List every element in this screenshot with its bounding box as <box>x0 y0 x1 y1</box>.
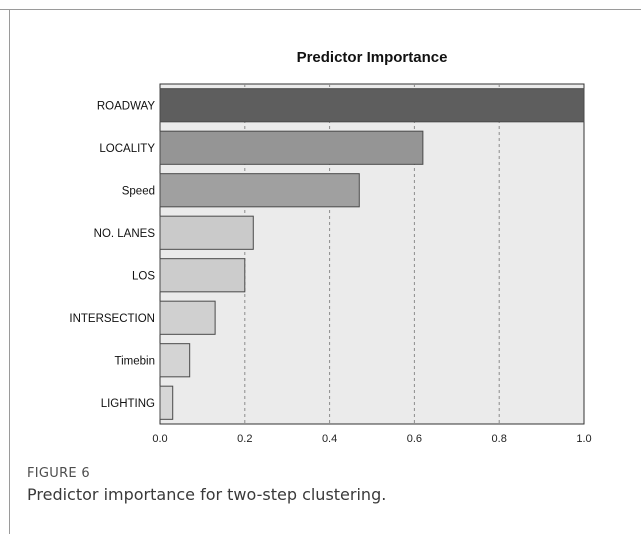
bar-intersection <box>159 300 216 335</box>
bar-speed <box>159 173 360 208</box>
figure-caption: Predictor importance for two-step cluste… <box>27 485 387 504</box>
category-label: NO. LANES <box>94 228 156 240</box>
category-label: Speed <box>122 185 155 197</box>
figure-label: FIGURE 6 <box>27 466 90 481</box>
category-label: LOS <box>132 270 155 282</box>
bar-los <box>159 258 246 293</box>
chart-title: Predictor Importance <box>297 49 448 66</box>
x-tick-label: 0.6 <box>407 433 422 445</box>
category-label: LIGHTING <box>101 398 155 410</box>
x-tick-label: 0.8 <box>492 433 507 445</box>
x-tick-label: 1.0 <box>576 433 591 445</box>
category-label: INTERSECTION <box>69 313 155 325</box>
x-tick-label: 0.2 <box>237 433 252 445</box>
x-tick-label: 0.0 <box>152 433 167 445</box>
bar-timebin <box>159 343 191 378</box>
bar-no-lanes <box>159 215 254 250</box>
bar-locality <box>159 130 424 165</box>
bar-roadway <box>159 88 585 123</box>
x-tick-label: 0.4 <box>322 433 337 445</box>
bar-lighting <box>159 385 174 420</box>
category-label: LOCALITY <box>99 143 155 155</box>
figure-frame-top <box>0 9 641 10</box>
predictor-importance-chart: Predictor Importance ROADWAY LOCALITY Spee… <box>69 49 591 445</box>
figure-frame-left <box>9 9 10 534</box>
category-label: Timebin <box>115 355 155 367</box>
category-label: ROADWAY <box>97 100 155 112</box>
